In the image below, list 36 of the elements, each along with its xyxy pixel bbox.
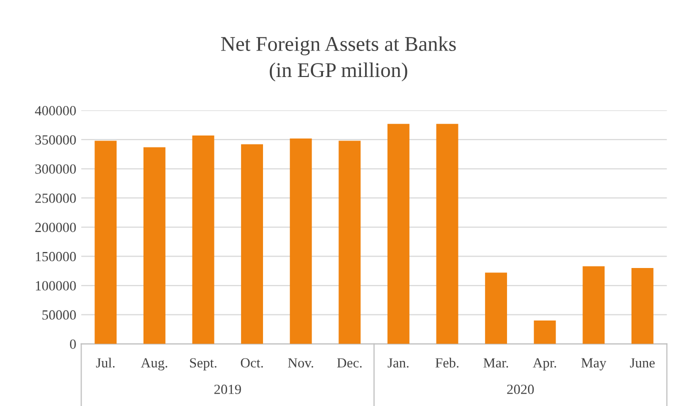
x-tick-label: Feb. [435,358,458,368]
bar [387,124,410,344]
bar [436,124,458,344]
y-tick-label: 400000 [34,106,76,116]
x-tick-label: Jan. [388,358,409,368]
x-tick-label: June [630,358,655,368]
y-tick-label: 100000 [36,281,76,290]
x-tick-label: Apr. [532,358,556,370]
bar [631,268,654,344]
x-tick-label: Aug. [140,358,168,370]
bar [534,320,556,344]
bar [143,147,166,344]
bar [290,138,312,344]
bar [582,266,605,344]
chart-title: Net Foreign Assets at Banks (in EGP million) [221,36,456,82]
x-tick-label: Dec. [337,358,362,368]
y-tick-label: 0 [70,339,76,349]
bar [94,140,117,344]
x-tick-label: Mar. [484,358,508,368]
x-tick-label: Jul. [96,358,115,368]
text: 2019 [214,384,241,394]
y-tick-label: 50000 [42,310,76,320]
bar [241,144,264,344]
x-tick-label: Oct. [240,358,263,368]
y-tick-label: 150000 [36,252,76,262]
y-tick-label: 250000 [35,194,76,203]
x-tick-label: May [581,358,606,370]
bar [338,140,361,344]
bar [485,272,508,344]
x-tick-label: Sept. [190,358,216,370]
y-tick-label: 350000 [35,135,76,145]
text: 2020 [507,384,534,394]
x-tick-label: Nov. [288,358,314,368]
y-tick-label: 200000 [35,222,76,232]
bar [192,136,214,344]
y-tick-label: 300000 [35,164,76,174]
